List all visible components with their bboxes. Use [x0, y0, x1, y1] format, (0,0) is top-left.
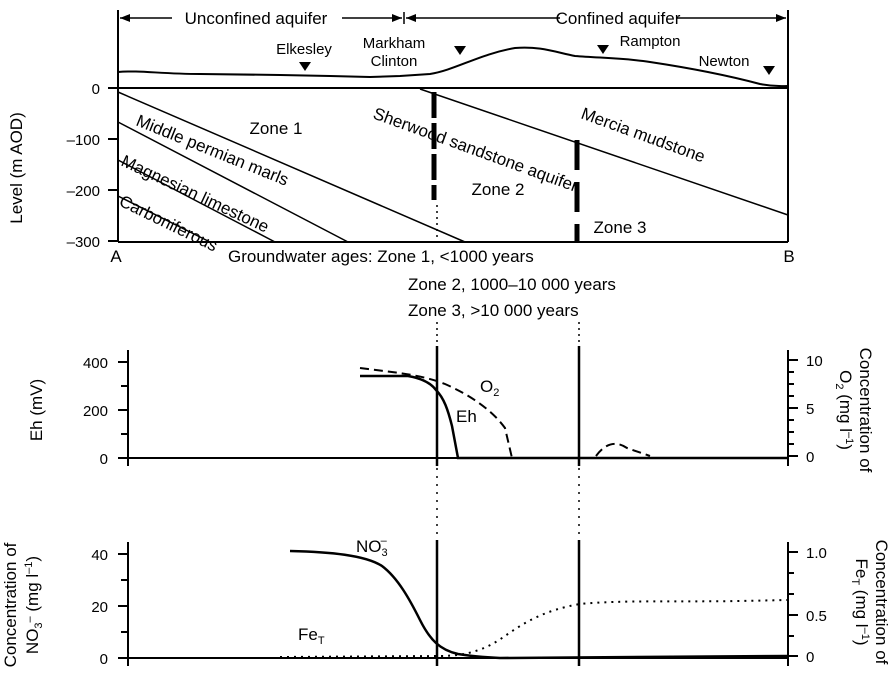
o2-rtick-5: 5 [806, 401, 814, 418]
o2-curve [359, 367, 788, 459]
end-b-label: B [783, 247, 794, 266]
mercia-mudstone-label: Mercia mudstone [579, 104, 708, 166]
eh-curve-label: Eh [456, 407, 477, 426]
fe-rtick-0: 0 [806, 649, 814, 666]
eh-panel: 400 200 0 10 5 0 Eh (mV) Concentration o… [27, 346, 875, 473]
no3-ytick-0: 0 [100, 651, 108, 668]
markham-marker-icon [454, 46, 466, 55]
fe-rtick-1: 1.0 [806, 545, 827, 562]
no3-curve [289, 549, 789, 660]
zone-2-label: Zone 2 [472, 180, 525, 199]
fe-curve [279, 599, 789, 658]
fe-axis-label-line1: Concentration of [872, 540, 891, 665]
aquifer-span-arrows [117, 12, 789, 24]
ytick-neg200: –200 [67, 183, 100, 200]
ytick-0: 0 [92, 81, 100, 98]
eh-curve [360, 374, 788, 460]
end-a-label: A [110, 247, 122, 266]
layer-boundaries [117, 88, 789, 243]
place-newton: Newton [699, 53, 750, 70]
no3-curve-label: NO3– [356, 535, 388, 559]
fe-curve-label: FeT [298, 625, 325, 647]
eh-ytick-0: 0 [100, 451, 108, 468]
o2-curve-label: O2 [480, 377, 499, 399]
place-clinton: Clinton [371, 53, 418, 70]
no3-ytick-40: 40 [91, 547, 108, 564]
ytick-neg100: –100 [67, 132, 100, 149]
rampton-marker-icon [597, 45, 609, 54]
o2-axis-label-line1: Concentration of [856, 348, 875, 473]
groundwater-ages-line1: Groundwater ages: Zone 1, <1000 years [228, 247, 534, 266]
cross-section: Unconfined aquifer Confined aquifer Elke… [7, 9, 795, 320]
no3-axis-label-line1: Concentration of [1, 542, 20, 667]
ytick-neg300: –300 [67, 234, 100, 251]
zone-connectors [436, 205, 580, 540]
confined-aquifer-label: Confined aquifer [556, 9, 681, 28]
place-markham: Markham [363, 35, 426, 52]
groundwater-ages-line2: Zone 2, 1000–10 000 years [408, 275, 616, 294]
o2-rtick-0: 0 [806, 449, 814, 466]
o2-rtick-10: 10 [806, 353, 823, 370]
no3-panel: 40 20 0 1.0 0.5 0 Concentration of NO3– … [1, 535, 891, 668]
o2-axis-label-line2: O2 (mg l–1) [833, 370, 855, 450]
fe-rtick-05: 0.5 [806, 608, 827, 625]
elkesley-marker-icon [299, 62, 311, 71]
fe-axis-label-line2: FeT (mg l–1) [849, 559, 871, 646]
groundwater-ages-line3: Zone 3, >10 000 years [408, 301, 579, 320]
eh-ytick-200: 200 [83, 403, 108, 420]
newton-marker-icon [763, 66, 775, 75]
unconfined-aquifer-label: Unconfined aquifer [185, 9, 328, 28]
ground-surface [117, 46, 789, 88]
zone-1-label: Zone 1 [250, 119, 303, 138]
eh-ytick-400: 400 [83, 355, 108, 372]
no3-ytick-20: 20 [91, 599, 108, 616]
eh-axis-label: Eh (mV) [27, 379, 46, 441]
no3-axis-label-line2: NO3– (mg l–1) [23, 556, 45, 654]
level-axis-label: Level (m AOD) [7, 112, 26, 223]
o2-curve-tail [595, 442, 651, 457]
place-rampton: Rampton [620, 33, 681, 50]
place-elkesley: Elkesley [276, 41, 332, 58]
zone-3-label: Zone 3 [594, 218, 647, 237]
